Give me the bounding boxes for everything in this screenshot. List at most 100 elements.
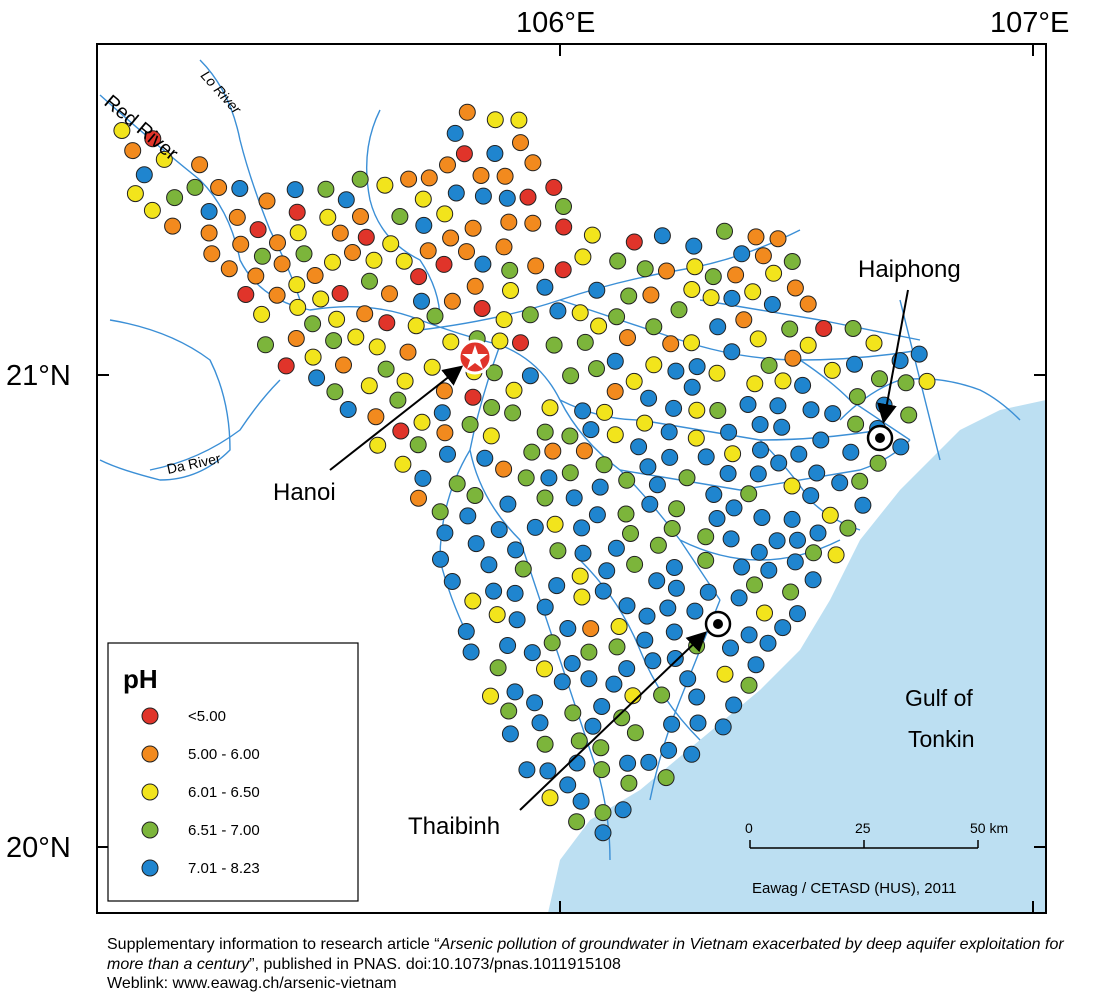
sample-marker [277, 357, 295, 375]
sample-marker [851, 472, 869, 490]
sample-marker [760, 561, 778, 579]
scale-bar: 0 25 50 km [745, 820, 1008, 849]
sample-marker [686, 602, 704, 620]
sample-marker [848, 388, 866, 406]
lat-label-21: 21°N [6, 360, 71, 392]
sample-marker [765, 264, 783, 282]
sample-marker [815, 320, 833, 337]
sample-marker [871, 370, 888, 388]
sample-marker [545, 178, 563, 196]
sample-marker [622, 525, 639, 542]
sample-marker [466, 277, 484, 295]
sample-marker [570, 732, 588, 750]
sample-marker [593, 698, 611, 715]
sample-marker [688, 358, 706, 376]
sample-marker [464, 388, 482, 406]
sample-marker [545, 336, 563, 354]
sample-marker [665, 623, 683, 641]
sample-marker [155, 150, 173, 168]
sample-marker [823, 361, 841, 379]
sample-marker [573, 519, 591, 537]
sample-marker [739, 396, 757, 413]
sample-marker [592, 739, 610, 757]
sample-marker [331, 224, 349, 242]
sample-marker [200, 224, 218, 242]
sample-marker [432, 550, 449, 568]
sample-marker [200, 203, 218, 220]
sample-marker [443, 573, 461, 590]
sample-marker [458, 243, 475, 261]
sample-marker [312, 290, 330, 308]
sample-marker [699, 583, 717, 601]
sample-marker [352, 208, 369, 225]
sample-marker [459, 507, 477, 525]
legend-label: 7.01 - 8.23 [188, 860, 260, 877]
thaibinh-marker [704, 610, 732, 638]
sample-marker [308, 369, 326, 387]
map-frame [96, 43, 1047, 914]
sample-marker [495, 311, 513, 329]
sample-marker [413, 413, 431, 431]
sample-marker [900, 406, 918, 424]
haiphong-label: Haiphong [858, 256, 961, 283]
sample-marker [506, 683, 524, 701]
sample-marker [326, 383, 344, 401]
sample-marker [640, 389, 658, 407]
sample-marker [344, 244, 361, 261]
sample-marker [576, 333, 594, 351]
caption: Supplementary information to research ar… [107, 935, 1087, 994]
sample-marker [367, 408, 385, 426]
sample-marker [237, 286, 255, 303]
sample-marker [319, 208, 337, 226]
sample-marker [648, 476, 666, 494]
sample-marker [649, 536, 667, 554]
legend-swatch [141, 821, 159, 839]
sample-marker [842, 443, 860, 461]
caption-prefix: Supplementary information to research ar… [107, 936, 440, 953]
sample-marker [407, 317, 425, 335]
sample-marker [562, 367, 580, 385]
sample-marker [697, 528, 715, 546]
sample-marker [794, 376, 812, 394]
sample-marker [228, 208, 246, 226]
sample-marker [663, 520, 681, 537]
haiphong-arrow [877, 289, 909, 424]
sample-marker [648, 572, 666, 590]
sample-marker [495, 238, 513, 256]
sample-marker [638, 607, 656, 625]
sample-marker [575, 442, 593, 460]
sample-marker [491, 332, 509, 350]
sample-marker [678, 469, 696, 487]
sample-marker [527, 257, 545, 275]
sample-marker [502, 282, 519, 299]
sample-marker [191, 156, 209, 174]
sample-marker [544, 442, 562, 460]
sample-marker [733, 558, 751, 576]
sample-marker [395, 252, 413, 270]
sample-marker [543, 634, 561, 652]
sample-marker [436, 524, 454, 542]
credit-text: Eawag / CETASD (HUS), 2011 [752, 880, 957, 897]
sample-marker [304, 315, 322, 333]
sample-marker [846, 355, 863, 373]
sample-marker [827, 546, 845, 564]
sample-marker [337, 191, 355, 209]
sample-marker [618, 660, 636, 678]
sample-marker [799, 295, 817, 313]
sample-marker [409, 436, 427, 454]
sample-marker [505, 381, 523, 399]
sample-marker [658, 262, 675, 280]
sample-marker [746, 375, 764, 393]
sample-marker [486, 145, 504, 162]
sample-marker [392, 422, 410, 440]
sample-marker [531, 714, 549, 732]
sample-marker [588, 360, 605, 378]
sample-marker [653, 686, 671, 704]
sample-marker [489, 659, 507, 677]
sample-marker [536, 423, 554, 441]
sample-marker [446, 124, 464, 142]
sample-marker [488, 606, 506, 624]
sample-marker [486, 111, 504, 129]
sample-marker [626, 555, 644, 573]
sample-marker [396, 372, 414, 390]
